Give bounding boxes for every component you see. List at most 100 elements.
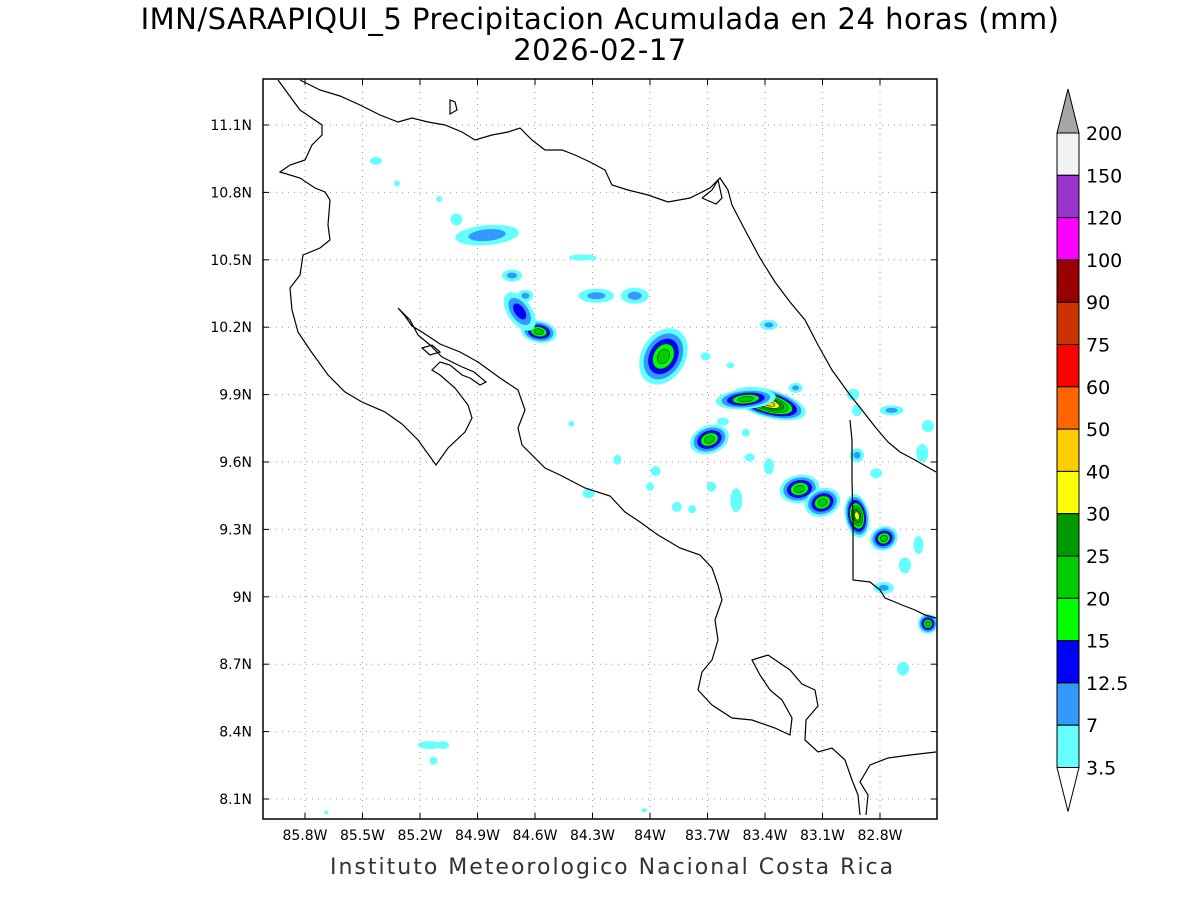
precip-blob [650, 465, 661, 476]
precip-blob [436, 196, 443, 203]
lon-tick-label: 84.6W [512, 828, 557, 844]
precip-contour [513, 303, 527, 320]
precip-blob [646, 482, 654, 491]
legend-label: 7 [1086, 715, 1098, 737]
lon-tick-label: 85.2W [397, 828, 442, 844]
legend-arrow-top [1056, 88, 1080, 134]
legend-label: 3.5 [1086, 758, 1116, 780]
legend-label: 25 [1086, 546, 1110, 568]
precip-blob [741, 428, 750, 437]
legend-label: 30 [1086, 504, 1110, 526]
precip-contour [737, 396, 754, 403]
precip-blob [870, 468, 883, 479]
legend-label: 20 [1086, 588, 1110, 610]
precip-blob [916, 444, 929, 463]
legend-swatch [1056, 470, 1080, 515]
precip-contour [656, 348, 671, 365]
precip-contour [854, 511, 860, 521]
legend-label: 60 [1086, 377, 1110, 399]
legend-label: 40 [1086, 461, 1110, 483]
precip-blob [847, 388, 860, 401]
legend-label: 200 [1086, 123, 1122, 145]
precip-blob [641, 808, 648, 813]
precip-cell [917, 613, 937, 634]
precip-contour [879, 534, 888, 542]
precip-contour [533, 328, 544, 335]
legend-swatch [1056, 217, 1080, 261]
legend-label: 15 [1086, 631, 1110, 653]
map-title: IMN/SARAPIQUI_5 Precipitacion Acumulada … [140, 2, 1060, 36]
precip-blob [921, 420, 934, 433]
precip-blob [898, 557, 911, 574]
lon-tick-label: 83.1W [800, 828, 845, 844]
lon-tick-label: 83.4W [742, 828, 787, 844]
precip-cell [844, 494, 870, 538]
axis-ticks: 85.8W 85.5W 85.2W 84.9W 84.6W 84.3W 84W 83.7W 83… [210, 79, 937, 844]
plot-frame [262, 78, 938, 820]
precip-blob [688, 505, 697, 514]
precip-blob [763, 458, 774, 475]
precip-blob [613, 454, 622, 465]
legend-swatch [1056, 724, 1080, 769]
precip-blob [394, 180, 400, 187]
precip-blob [568, 420, 575, 427]
precip-contour [794, 484, 805, 493]
precip-blob-core [853, 451, 861, 459]
precip-blob-core [792, 385, 800, 391]
precip-blob-core [878, 584, 889, 591]
precip-blob [897, 661, 909, 676]
precip-blob-core [764, 322, 774, 328]
precip-blob [913, 536, 924, 555]
lat-tick-label: 9.3N [219, 522, 252, 538]
legend-swatch [1056, 132, 1080, 176]
legend-label: 50 [1086, 419, 1110, 441]
precip-blob-core [627, 291, 642, 300]
precip-blob [429, 756, 438, 765]
precip-cell [804, 487, 841, 517]
precip-blob [324, 810, 329, 815]
legend-swatch [1056, 386, 1080, 430]
grid-lines [264, 80, 936, 818]
precip-contour [468, 229, 506, 242]
precip-cell [455, 224, 519, 246]
legend-swatch [1056, 259, 1080, 303]
lat-tick-label: 9N [233, 590, 252, 606]
precip-blob-core [587, 292, 606, 300]
lat-tick-label: 8.4N [219, 725, 252, 741]
precip-cell [690, 424, 729, 455]
legend-label: 100 [1086, 250, 1122, 272]
precip-contour [704, 435, 715, 444]
lon-tick-label: 84.9W [455, 828, 500, 844]
lat-tick-label: 9.6N [219, 455, 252, 471]
lat-tick-label: 8.1N [219, 792, 252, 808]
legend-swatch [1056, 428, 1080, 472]
legend-swatch [1056, 682, 1080, 726]
lon-tick-label: 85.8W [282, 828, 327, 844]
precip-cell [639, 328, 688, 385]
color-legend: 200 150 120 100 90 75 60 50 40 30 25 20 15 12.5 7 3.5 [1056, 88, 1128, 812]
lon-tick-label: 84.3W [570, 828, 615, 844]
precip-blob [369, 156, 382, 165]
map-date: 2026-02-17 [513, 33, 687, 67]
lat-tick-label: 11.1N [210, 118, 252, 134]
precip-cell [870, 526, 898, 551]
legend-label: 90 [1086, 292, 1110, 314]
precip-blob [671, 501, 682, 512]
lat-tick-label: 10.8N [210, 185, 252, 201]
lon-tick-label: 84W [634, 828, 666, 844]
legend-label: 75 [1086, 335, 1110, 357]
lon-tick-label: 83.7W [685, 828, 730, 844]
coastline [277, 79, 937, 816]
precip-cell [715, 388, 776, 410]
legend-swatch [1056, 555, 1080, 599]
precip-blob [726, 362, 735, 369]
legend-swatch [1056, 597, 1080, 642]
lon-tick-label: 82.8W [857, 828, 902, 844]
precip-blob [568, 254, 597, 261]
lat-tick-label: 10.5N [210, 253, 252, 269]
legend-swatch [1056, 344, 1080, 388]
precip-blob [437, 741, 449, 750]
precip-blob-core [507, 272, 517, 279]
legend-label: 12.5 [1086, 673, 1128, 695]
